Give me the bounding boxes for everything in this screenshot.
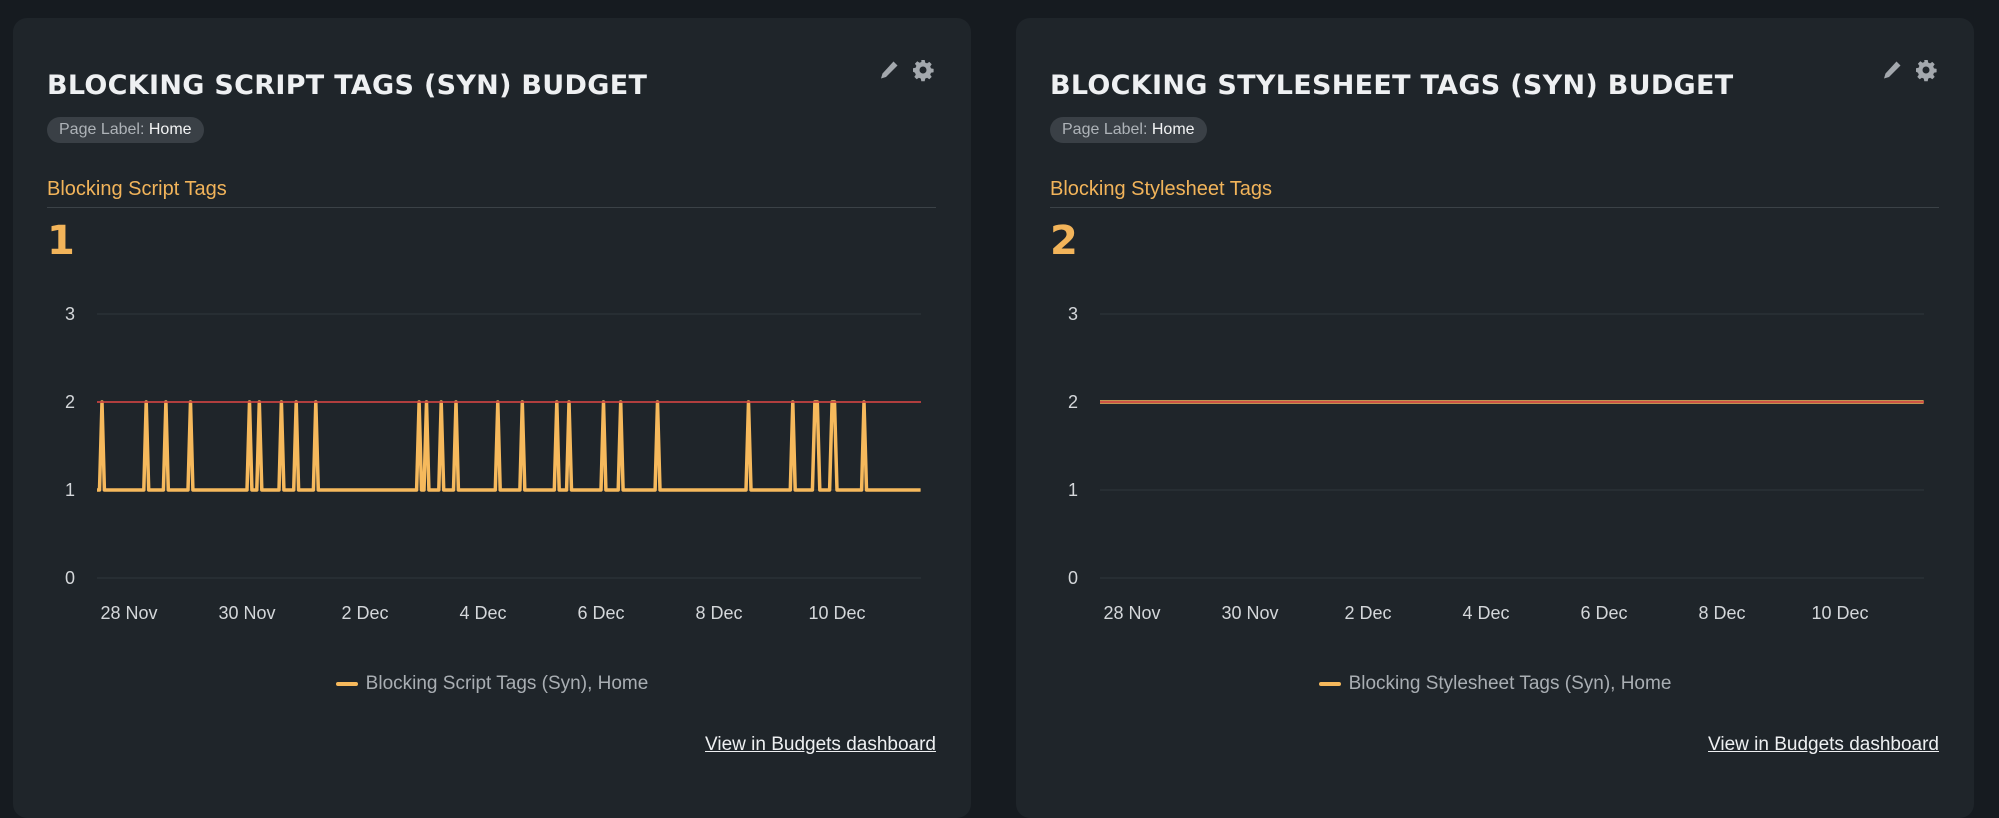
y-tick-label: 0 bbox=[65, 568, 75, 588]
gear-icon[interactable] bbox=[1914, 58, 1938, 82]
y-tick-label: 1 bbox=[1068, 480, 1078, 500]
x-tick-label: 10 Dec bbox=[808, 603, 865, 623]
y-tick-label: 1 bbox=[65, 480, 75, 500]
metric-label: Blocking Stylesheet Tags bbox=[1050, 178, 1272, 200]
x-tick-label: 8 Dec bbox=[1698, 603, 1745, 623]
y-tick-label: 2 bbox=[1068, 392, 1078, 412]
metric-value: 2 bbox=[1050, 218, 1078, 264]
card-title: BLOCKING STYLESHEET TAGS (SYN) BUDGET bbox=[1050, 70, 1734, 101]
x-tick-label: 6 Dec bbox=[577, 603, 624, 623]
budget-card-stylesheet: BLOCKING STYLESHEET TAGS (SYN) BUDGET Pa… bbox=[1016, 18, 1974, 818]
x-tick-label: 30 Nov bbox=[1221, 603, 1278, 623]
line-chart: 0 1 2 3 28 Nov 30 Nov 2 Dec 4 Dec 6 Dec 8 Dec 10 D… bbox=[65, 304, 921, 623]
chart-legend[interactable]: Blocking Script Tags (Syn), Home bbox=[13, 673, 971, 695]
metric-label: Blocking Script Tags bbox=[47, 178, 227, 200]
x-tick-label: 2 Dec bbox=[341, 603, 388, 623]
legend-label: Blocking Stylesheet Tags (Syn), Home bbox=[1348, 673, 1672, 694]
badge-key: Page Label: bbox=[59, 121, 145, 138]
badge-key: Page Label: bbox=[1062, 121, 1148, 138]
x-tick-label: 4 Dec bbox=[1462, 603, 1509, 623]
x-tick-label: 8 Dec bbox=[695, 603, 742, 623]
x-tick-label: 30 Nov bbox=[218, 603, 275, 623]
pencil-icon[interactable] bbox=[877, 58, 901, 82]
view-in-budgets-link[interactable]: View in Budgets dashboard bbox=[705, 734, 936, 755]
metric-value: 1 bbox=[47, 218, 75, 264]
legend-label: Blocking Script Tags (Syn), Home bbox=[365, 673, 649, 694]
x-tick-label: 6 Dec bbox=[1580, 603, 1627, 623]
view-in-budgets-link[interactable]: View in Budgets dashboard bbox=[1708, 734, 1939, 755]
legend-swatch bbox=[1318, 681, 1341, 686]
badge-value: Home bbox=[148, 121, 192, 138]
x-tick-label: 10 Dec bbox=[1811, 603, 1868, 623]
page-label-badge[interactable]: Page Label: Home bbox=[1050, 117, 1207, 143]
y-tick-label: 3 bbox=[65, 304, 75, 324]
pencil-icon[interactable] bbox=[1880, 58, 1904, 82]
divider bbox=[47, 207, 936, 208]
x-tick-label: 4 Dec bbox=[459, 603, 506, 623]
chart-legend[interactable]: Blocking Stylesheet Tags (Syn), Home bbox=[1016, 673, 1974, 695]
page-label-badge[interactable]: Page Label: Home bbox=[47, 117, 204, 143]
series-line bbox=[97, 400, 921, 492]
legend-swatch bbox=[335, 681, 358, 686]
line-chart: 0 1 2 3 28 Nov 30 Nov 2 Dec 4 Dec 6 Dec 8 Dec 10 D… bbox=[1068, 304, 1924, 623]
x-tick-label: 28 Nov bbox=[1103, 603, 1160, 623]
y-tick-label: 2 bbox=[65, 392, 75, 412]
budget-card-script: BLOCKING SCRIPT TAGS (SYN) BUDGET Page L… bbox=[13, 18, 971, 818]
divider bbox=[1050, 207, 1939, 208]
y-tick-label: 0 bbox=[1068, 568, 1078, 588]
x-tick-label: 28 Nov bbox=[100, 603, 157, 623]
badge-value: Home bbox=[1151, 121, 1195, 138]
card-title: BLOCKING SCRIPT TAGS (SYN) BUDGET bbox=[47, 70, 648, 101]
gear-icon[interactable] bbox=[911, 58, 935, 82]
x-tick-label: 2 Dec bbox=[1344, 603, 1391, 623]
y-tick-label: 3 bbox=[1068, 304, 1078, 324]
